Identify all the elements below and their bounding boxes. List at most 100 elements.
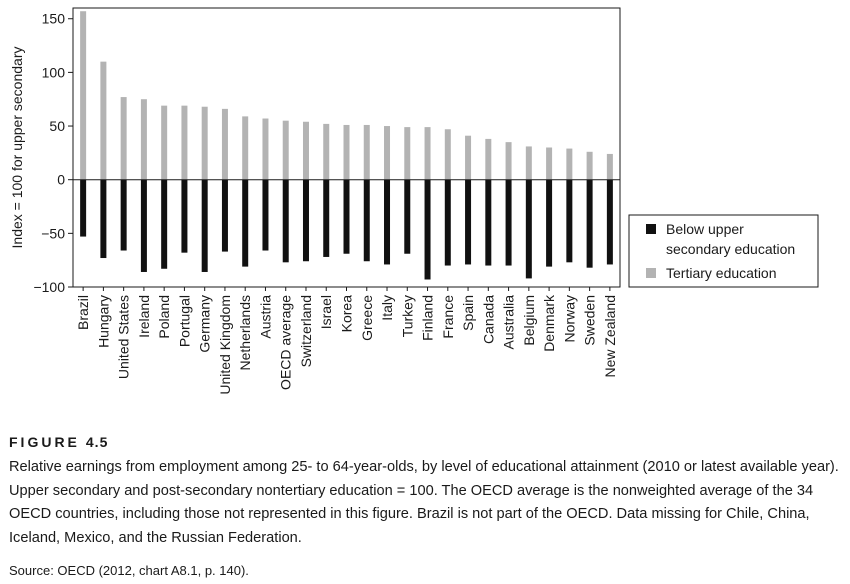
x-tick-label: Canada [480, 295, 496, 344]
x-tick-label: Netherlands [237, 295, 253, 371]
bar-tertiary [505, 142, 512, 180]
bar-below-upper-secondary [384, 179, 391, 265]
figure-caption: Relative earnings from employment among … [9, 459, 839, 546]
bar-below-upper-secondary [120, 179, 127, 251]
bar-below-upper-secondary [80, 179, 87, 237]
x-tick-label: Norway [561, 295, 577, 342]
x-tick-label: Israel [318, 295, 334, 329]
legend-label-tertiary: Tertiary education [666, 265, 777, 281]
x-axis: Brazil Hungary United States Ireland Poland P… [75, 287, 618, 395]
figure-label: Figure 4.5 [9, 434, 841, 450]
figure-source: Source: OECD (2012, chart A8.1, p. 140). [9, 563, 249, 578]
bar-tertiary [80, 11, 87, 180]
x-tick-label: Portugal [176, 295, 192, 347]
legend-swatch-tertiary [646, 268, 656, 278]
bar-tertiary [161, 105, 168, 180]
x-tick-label: France [440, 295, 456, 339]
bar-tertiary [384, 126, 391, 180]
x-tick-label: Poland [156, 295, 172, 339]
x-tick-label: Hungary [95, 295, 111, 348]
figure-label-word: Figure [9, 434, 80, 450]
x-tick-label: Sweden [582, 295, 598, 346]
bar-below-upper-secondary [424, 179, 431, 280]
bar-below-upper-secondary [485, 179, 492, 266]
x-tick-label: United States [116, 295, 132, 379]
bar-tertiary [262, 118, 269, 180]
bars [80, 11, 613, 280]
bar-tertiary [424, 127, 431, 180]
bar-below-upper-secondary [566, 179, 573, 263]
bar-below-upper-secondary [242, 179, 249, 267]
x-tick-label: Italy [379, 295, 395, 321]
x-tick-label: Switzerland [298, 295, 314, 367]
y-tick-label: 100 [42, 64, 66, 80]
bar-tertiary [343, 124, 350, 180]
bar-tertiary [120, 97, 127, 180]
bar-tertiary [606, 153, 613, 180]
bar-below-upper-secondary [525, 179, 532, 279]
bar-below-upper-secondary [586, 179, 593, 268]
bar-below-upper-secondary [546, 179, 553, 267]
bar-chart: 150 100 50 0 −50 −100 Brazil Hungary United Sta… [9, 7, 819, 395]
legend-label-below-line1: Below upper [666, 221, 744, 237]
bar-below-upper-secondary [282, 179, 289, 263]
bar-tertiary [444, 129, 451, 180]
legend: Below upper secondary education Tertiary… [628, 214, 819, 288]
legend-box [628, 214, 819, 288]
y-tick-label: 50 [49, 118, 65, 134]
bar-tertiary [100, 61, 107, 180]
x-tick-label: United Kingdom [217, 295, 233, 395]
bar-tertiary [525, 146, 532, 180]
bar-tertiary [363, 124, 370, 180]
x-tick-label: Austria [257, 295, 273, 339]
x-tick-label: Korea [339, 295, 355, 333]
y-tick-label: −50 [41, 225, 65, 241]
bar-below-upper-secondary [161, 179, 168, 269]
bar-below-upper-secondary [363, 179, 370, 262]
x-tick-label: Germany [197, 295, 213, 353]
bar-tertiary [485, 138, 492, 180]
x-tick-label: Denmark [541, 294, 557, 352]
bar-tertiary [546, 147, 553, 180]
bar-tertiary [302, 121, 309, 180]
bar-tertiary [566, 148, 573, 180]
x-tick-label: Brazil [75, 295, 91, 330]
y-axis-label: Index = 100 for upper secondary [9, 47, 25, 249]
x-tick-label: Australia [501, 295, 517, 350]
legend-label-below-line2: secondary education [666, 241, 795, 257]
bar-below-upper-secondary [181, 179, 188, 253]
bar-below-upper-secondary [444, 179, 451, 266]
bar-below-upper-secondary [465, 179, 472, 265]
y-tick-label: −100 [33, 279, 65, 295]
bar-below-upper-secondary [505, 179, 512, 266]
figure-number: 4.5 [85, 434, 109, 450]
bar-tertiary [221, 108, 228, 180]
bar-below-upper-secondary [140, 179, 147, 272]
bar-tertiary [586, 151, 593, 180]
bar-below-upper-secondary [262, 179, 269, 251]
bar-below-upper-secondary [404, 179, 411, 254]
x-tick-label: Spain [460, 295, 476, 331]
x-tick-label: New Zealand [602, 295, 618, 378]
bar-tertiary [242, 116, 249, 180]
x-tick-label: Greece [359, 295, 375, 341]
bar-tertiary [201, 106, 208, 180]
x-tick-label: Turkey [399, 295, 415, 337]
x-tick-label: OECD average [278, 295, 294, 390]
bar-tertiary [181, 105, 188, 180]
x-tick-label: Ireland [136, 295, 152, 338]
bar-below-upper-secondary [201, 179, 208, 272]
bar-tertiary [465, 135, 472, 180]
y-axis: 150 100 50 0 −50 −100 [33, 11, 73, 295]
legend-swatch-below-upper-secondary [646, 224, 656, 234]
bar-tertiary [282, 120, 289, 180]
bar-below-upper-secondary [323, 179, 330, 257]
bar-tertiary [323, 123, 330, 180]
bar-below-upper-secondary [302, 179, 309, 262]
bar-below-upper-secondary [221, 179, 228, 252]
y-tick-label: 0 [57, 172, 65, 188]
y-tick-label: 150 [42, 11, 66, 27]
bar-tertiary [404, 127, 411, 180]
bar-tertiary [140, 99, 147, 180]
bar-below-upper-secondary [100, 179, 107, 259]
